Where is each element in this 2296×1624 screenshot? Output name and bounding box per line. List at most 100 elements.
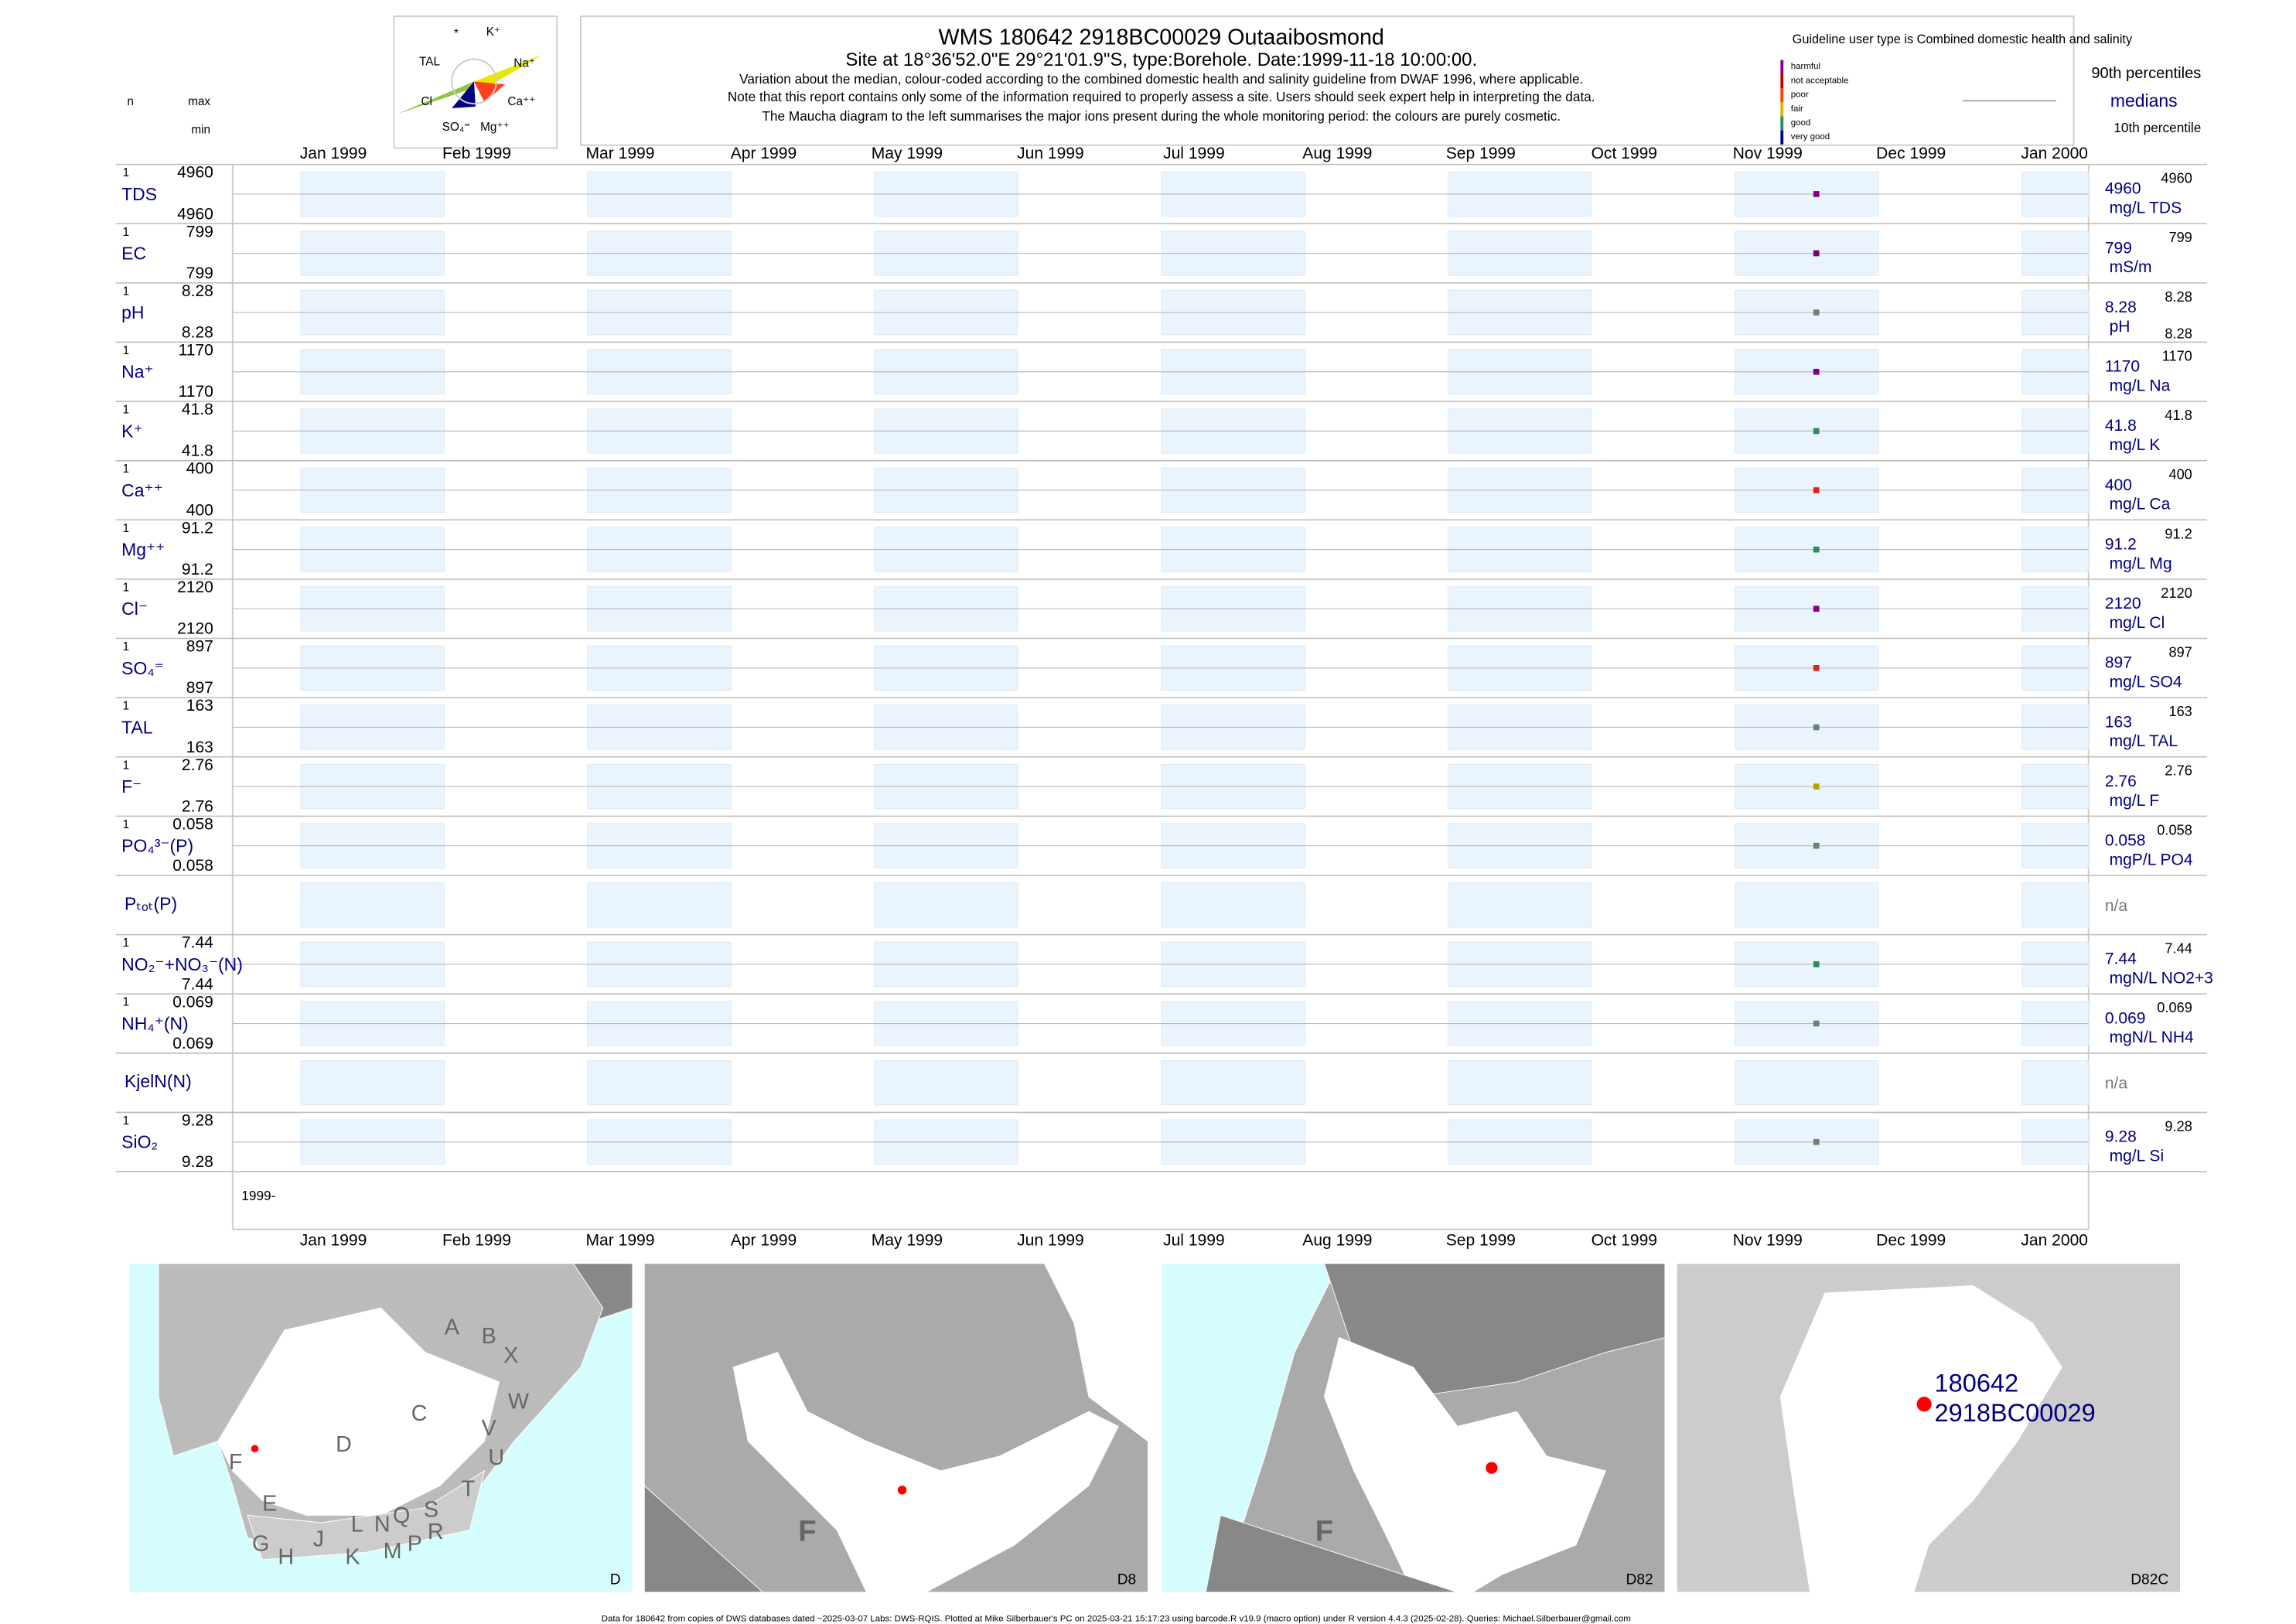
month-band [587,1059,732,1106]
row-max: 8.28 [182,282,213,300]
maucha-label: Na⁺ [513,56,535,70]
note: The Maucha diagram to the left summarise… [762,108,1561,124]
month-label: Oct 1999 [1592,145,1657,162]
row-max: 163 [186,697,213,715]
maucha-diagram [397,54,543,114]
map-area [247,1469,486,1561]
map-region: C [411,1401,428,1426]
row-min: 2.76 [182,797,213,815]
month-label: Jul 1999 [1163,1232,1225,1250]
row-value: 41.8 [2105,417,2137,435]
row-max: 400 [186,460,213,478]
row-n: 1 [123,581,130,594]
col-min: min [191,124,210,137]
row-max: 799 [186,223,213,241]
row-unit: mg/L Cl [2110,614,2165,632]
row-rmax: 2120 [2161,585,2192,601]
row-rmax: 2.76 [2165,763,2192,779]
map-area [217,1307,500,1516]
legend-class: fair [1791,104,1803,114]
median-dot [1813,842,1820,849]
month-label: Jun 1999 [1017,1232,1084,1250]
maucha-label: Mg⁺⁺ [480,121,509,134]
row-unit: mgN/L NO2+3 [2110,970,2213,988]
median-dot [1813,546,1820,553]
row-label: NH₄⁺(N) [121,1014,189,1034]
row-label: F⁻ [121,776,142,797]
row-max: 41.8 [182,401,213,418]
map-region: J [313,1527,324,1552]
month-label: Sep 1999 [1446,145,1516,162]
guideline: Guideline user type is Combined domestic… [1793,32,2133,46]
maucha-box [393,15,558,149]
map: D8 F [643,1263,1148,1593]
map-label: D82 [1626,1572,1653,1588]
row-rmax: 1170 [2162,348,2192,363]
row-label: Mg⁺⁺ [121,540,165,560]
row-min: 400 [186,501,213,519]
month-label: May 1999 [872,145,943,162]
row-max: 7.44 [182,934,213,952]
row-max: 2.76 [182,756,213,774]
row-n: 1 [123,640,130,653]
row-rmax: 7.44 [2165,941,2192,957]
month-band [1735,882,1879,928]
row-value: 897 [2105,654,2132,672]
maucha-label: Ca⁺⁺ [507,95,535,108]
median-dot [1813,783,1820,790]
month-label: Dec 1999 [1876,145,1946,162]
row-rmax: 41.8 [2165,408,2192,423]
month-band [874,882,1018,928]
map-region: U [488,1445,504,1470]
map-region: B [482,1324,496,1349]
maucha-label: K⁺ [486,26,500,39]
row-n: 1 [123,1114,130,1128]
row-n: 1 [123,996,130,1009]
legend-swatch [1780,130,1784,145]
row-min: 0.058 [172,857,213,875]
row-unit: mgP/L PO4 [2110,851,2193,868]
row-rmax: 4960 [2161,171,2192,186]
map-area [1043,1263,1148,1442]
row-unit: mg/L K [2110,436,2161,454]
row-unit: mg/L Si [2110,1147,2165,1165]
row-min: 9.28 [182,1153,213,1171]
row-rmax: 0.058 [2157,822,2192,838]
row-rmax: 0.069 [2157,1000,2192,1015]
row-max: 1170 [179,342,213,360]
month-label: Jan 2000 [2021,1232,2088,1250]
row-n: 1 [123,462,130,476]
month-label: Feb 1999 [442,145,511,162]
row-n: 1 [123,344,130,357]
map-label: D8 [1117,1572,1136,1588]
row-n: 1 [123,404,130,417]
row-n: 1 [123,166,130,179]
row-unit: mg/L Ca [2110,496,2171,513]
row-min: 7.44 [182,975,213,993]
map-region: F [798,1515,816,1548]
median-dot [1813,606,1820,612]
row-unit: mg/L F [2110,792,2160,810]
col-n: n [127,95,134,108]
map-region: N [374,1512,391,1537]
row-unit: mgN/L NH4 [2110,1029,2194,1046]
row-max: 2120 [177,578,213,596]
maucha-label: TAL [419,55,440,68]
site-label: 180642 [1935,1369,2019,1397]
site-label: 2918BC00029 [1935,1399,2096,1427]
month-band [1735,1059,1879,1106]
row-rmin: 8.28 [2165,326,2192,342]
month-band [2021,1059,2090,1106]
median-dot [1813,664,1820,671]
row-unit: pH [2110,318,2131,336]
row-min: 91.2 [182,561,213,578]
site-dot [1486,1462,1498,1474]
note: Note that this report contains only some… [728,89,1595,104]
row-value: 2120 [2105,595,2141,612]
row-min: 0.069 [172,1035,213,1053]
legend-class: poor [1791,90,1809,100]
month-label: May 1999 [872,1232,943,1250]
row-label: SO₄⁼ [121,658,164,678]
subtitle: Site at 18°36'52.0"E 29°21'01.9"S, type:… [845,49,1477,70]
map-region: S [424,1497,438,1522]
